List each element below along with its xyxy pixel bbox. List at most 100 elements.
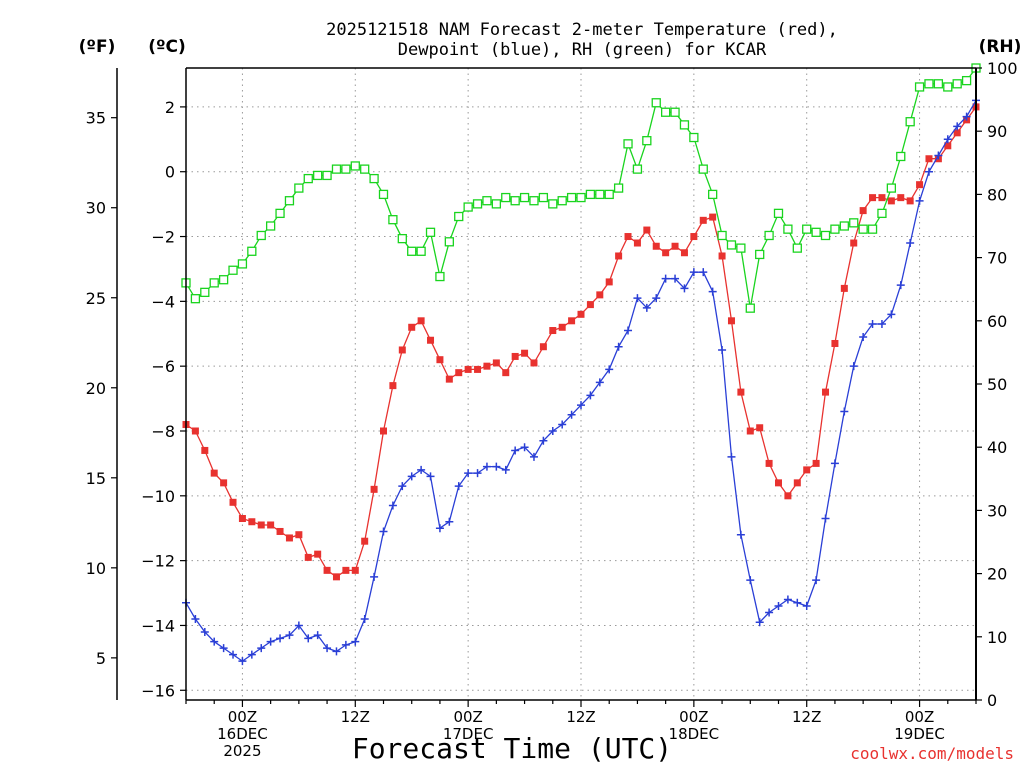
rh-point bbox=[397, 233, 407, 244]
temperature-point bbox=[605, 278, 613, 286]
chart-title-line2: Dewpoint (blue), RH (green) for KCAR bbox=[398, 40, 767, 60]
temperature-point bbox=[831, 339, 839, 347]
rh-point bbox=[689, 132, 699, 143]
rh-point bbox=[595, 189, 605, 200]
dewpoint-point bbox=[887, 310, 896, 319]
temperature-point bbox=[756, 424, 764, 432]
temperature-point bbox=[615, 252, 623, 260]
rh-point bbox=[642, 136, 652, 146]
tick-labels: −16−14−12−10−8−6−4−202510152025303501020… bbox=[86, 59, 1018, 760]
temperature-point bbox=[210, 469, 218, 477]
fahrenheit-tick-label: 30 bbox=[86, 199, 106, 218]
dewpoint-point bbox=[605, 365, 614, 374]
rh-point bbox=[576, 192, 586, 203]
rh-point bbox=[943, 82, 953, 92]
dewpoint-point bbox=[351, 637, 360, 646]
temperature-point bbox=[417, 317, 425, 325]
celsius-tick-label: −16 bbox=[141, 681, 175, 700]
temperature-point bbox=[304, 553, 312, 561]
temperature-point bbox=[746, 427, 754, 435]
rh-point bbox=[548, 199, 558, 209]
dewpoint-point bbox=[586, 391, 595, 400]
dewpoint-point bbox=[417, 465, 426, 474]
temperature-point bbox=[727, 317, 735, 325]
rh-point bbox=[237, 259, 248, 269]
fahrenheit-tick-label: 20 bbox=[86, 379, 106, 398]
dewpoint-point bbox=[718, 345, 727, 354]
rh-point bbox=[708, 189, 718, 200]
dewpoint-point bbox=[906, 239, 915, 248]
rh-point bbox=[896, 151, 906, 162]
dewpoint-point bbox=[304, 634, 313, 643]
dewpoint-point bbox=[426, 472, 435, 481]
dewpoint-point bbox=[210, 637, 219, 646]
dewpoint-point bbox=[294, 621, 303, 630]
rh-axis-unit: (RH) bbox=[979, 37, 1022, 57]
fahrenheit-tick-label: 15 bbox=[86, 469, 106, 488]
rh-point bbox=[914, 82, 925, 92]
dewpoint-point bbox=[191, 614, 200, 623]
temperature-point bbox=[869, 194, 877, 202]
temperature-point bbox=[229, 498, 237, 506]
dewpoint-point bbox=[802, 602, 811, 611]
temperature-point bbox=[662, 249, 670, 257]
dewpoint-point bbox=[746, 576, 755, 585]
temperature-point bbox=[568, 317, 576, 325]
temperature-point bbox=[897, 194, 905, 202]
dewpoint-point bbox=[323, 644, 332, 653]
rh-point bbox=[905, 117, 915, 127]
dewpoint-point bbox=[539, 436, 548, 445]
celsius-tick-label: −14 bbox=[141, 616, 175, 635]
rh-point bbox=[679, 120, 690, 130]
rh-point bbox=[952, 79, 962, 89]
x-tick-label: 12Z bbox=[792, 708, 821, 726]
temperature-point bbox=[699, 216, 707, 224]
dewpoint-point bbox=[276, 634, 285, 643]
temperature-point bbox=[850, 239, 858, 247]
rh-point bbox=[933, 79, 944, 89]
rh-point bbox=[736, 243, 746, 253]
celsius-tick-label: −4 bbox=[151, 292, 175, 311]
rh-point bbox=[698, 164, 708, 174]
rh-point bbox=[482, 196, 492, 206]
temperature-point bbox=[323, 566, 331, 574]
temperature-point bbox=[436, 356, 444, 364]
temperature-point bbox=[840, 284, 848, 292]
rh-point bbox=[228, 265, 238, 275]
rh-point bbox=[378, 189, 389, 200]
rh-point bbox=[839, 221, 849, 231]
celsius-tick-label: 2 bbox=[165, 98, 175, 117]
rh-tick-label: 50 bbox=[987, 375, 1007, 394]
dewpoint-point bbox=[680, 284, 689, 293]
temperature-point bbox=[690, 233, 698, 241]
rh-tick-label: 10 bbox=[987, 628, 1007, 647]
dewpoint-point bbox=[200, 627, 209, 636]
temperature-point bbox=[953, 129, 961, 137]
celsius-tick-label: −10 bbox=[141, 487, 175, 506]
dewpoint-point bbox=[577, 401, 585, 410]
temperature-point bbox=[765, 459, 773, 467]
temperature-point bbox=[558, 323, 566, 331]
x-tick-label: 00Z bbox=[453, 708, 482, 726]
dewpoint-point bbox=[548, 426, 557, 435]
rh-tick-label: 90 bbox=[987, 122, 1007, 141]
temperature-point bbox=[718, 252, 726, 260]
temperature-point bbox=[370, 485, 378, 493]
credit-link[interactable]: coolwx.com/models bbox=[850, 744, 1014, 763]
rh-point bbox=[388, 215, 398, 225]
temperature-point bbox=[539, 343, 547, 351]
rh-point bbox=[190, 294, 201, 304]
rh-point bbox=[811, 227, 821, 237]
dewpoint-point bbox=[529, 452, 538, 461]
rh-point bbox=[858, 224, 868, 234]
temperature-point bbox=[285, 534, 293, 542]
rh-point bbox=[830, 224, 840, 234]
x-tick-label: 16DEC bbox=[217, 725, 268, 743]
rh-point bbox=[538, 192, 549, 203]
temperature-point bbox=[859, 207, 867, 215]
rh-tick-label: 70 bbox=[987, 249, 1007, 268]
temperature-point bbox=[624, 233, 632, 241]
x-tick-label: 2025 bbox=[223, 742, 261, 760]
dewpoint-point bbox=[774, 602, 783, 611]
rh-point bbox=[773, 208, 784, 219]
